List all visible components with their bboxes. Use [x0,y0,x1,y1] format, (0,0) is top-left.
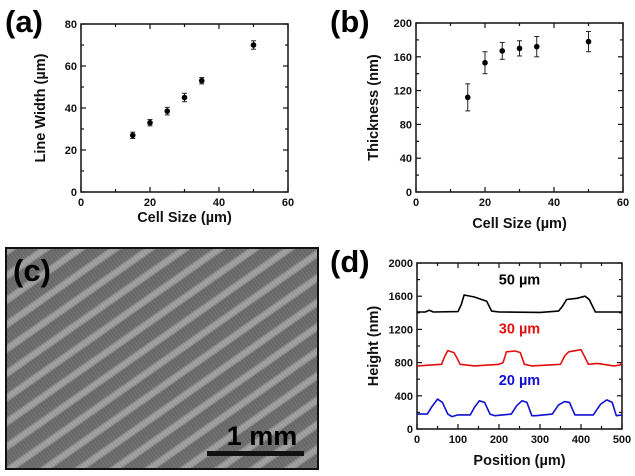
data-point [129,132,136,139]
plot-frame [80,23,289,193]
y-tick-label: 0 [71,187,77,199]
y-tick-label: 400 [395,391,413,403]
x-tick-label: 20 [479,197,491,209]
x-tick-label: 20 [144,197,156,209]
series-line [417,398,623,418]
panel-label: (c) [13,253,51,288]
series-line [416,348,623,367]
data-point [164,108,171,114]
y-axis-label: Line Width (µm) [33,53,49,162]
y-tick-label: 40 [400,153,412,165]
y-tick-label: 160 [394,52,412,64]
series-label: 20 µm [499,373,540,389]
data-point [250,42,257,48]
data-point [464,94,471,101]
x-tick-label: 200 [490,434,508,446]
y-tick-label: 800 [395,358,413,370]
y-tick-label: 60 [65,61,77,73]
y-axis-label: Thickness (nm) [366,54,382,161]
x-tick-label: 300 [531,434,549,446]
series-label: 50 µm [499,273,540,289]
x-tick-label: 0 [414,434,420,446]
panel-label: (d) [330,244,370,279]
y-tick-label: 40 [65,103,77,115]
data-point [585,38,592,45]
data-point [181,94,188,101]
x-tick-label: 0 [413,197,419,209]
y-tick-label: 80 [400,119,412,131]
x-axis-label: Cell Size (µm) [137,210,232,226]
data-point [482,59,488,66]
panel-label: (b) [330,4,370,39]
chart-panel-b: (b) 0 20 40 60 0 40 80 120 160 200 Cell Size (µm) Th… [330,4,629,232]
data-point [499,48,506,54]
x-tick-label: 100 [449,434,467,446]
data-point [198,77,205,84]
y-tick-label: 0 [406,187,412,199]
x-axis-label: Cell Size (µm) [472,216,567,232]
chart-panel-d: (d) 0 100 200 300 400 500 0 400 800 1200 1600 2000 Po… [330,244,631,469]
x-axis-label: Position (µm) [473,453,565,469]
scale-bar [207,451,304,456]
y-axis-label: Height (nm) [366,306,382,387]
scale-bar-label: 1 mm [226,421,298,451]
x-tick-label: 60 [617,197,629,209]
y-tick-label: 1600 [389,291,413,303]
x-tick-label: 60 [282,197,294,209]
x-tick-label: 400 [572,434,590,446]
chart-panel-a: (a) 0 20 40 60 0 20 40 60 80 Cell Size (µm) Line Wi… [5,4,294,226]
data-point [516,45,523,52]
panel-label: (a) [5,4,43,39]
x-tick-label: 40 [213,197,225,209]
series-line [417,294,622,314]
y-tick-label: 20 [65,145,77,157]
y-tick-label: 2000 [389,258,413,270]
x-tick-label: 0 [78,197,84,209]
y-tick-label: 80 [65,19,77,31]
micrograph-panel-c: (c) 1 mm [5,247,319,470]
y-tick-label: 0 [407,424,413,436]
x-tick-label: 500 [613,434,631,446]
y-tick-label: 1200 [389,324,413,336]
data-point [147,119,153,126]
micrograph-texture [7,249,317,468]
series-label: 30 µm [499,322,540,338]
data-point [533,43,540,50]
y-tick-label: 200 [394,18,412,30]
x-tick-label: 40 [548,197,560,209]
y-tick-label: 120 [394,86,412,98]
